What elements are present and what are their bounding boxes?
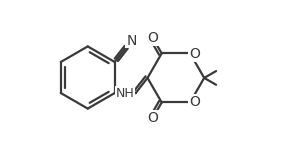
Text: N: N (126, 34, 136, 48)
Text: O: O (148, 31, 158, 45)
Text: O: O (189, 95, 200, 109)
Text: O: O (148, 111, 158, 125)
Text: NH: NH (116, 86, 135, 100)
Text: O: O (189, 47, 200, 61)
